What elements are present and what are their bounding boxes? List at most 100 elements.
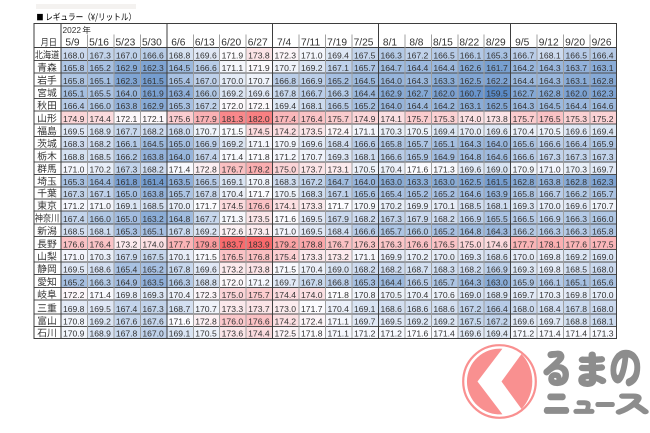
- svg-text:169.0: 169.0: [486, 164, 508, 174]
- svg-text:166.6: 166.6: [354, 227, 376, 237]
- svg-text:171.5: 171.5: [222, 127, 244, 137]
- svg-text:168.0: 168.0: [169, 127, 191, 137]
- svg-text:7/11: 7/11: [301, 38, 320, 49]
- svg-text:167.7: 167.7: [195, 214, 217, 224]
- svg-text:169.4: 169.4: [592, 127, 614, 137]
- svg-text:163.0: 163.0: [433, 177, 455, 187]
- svg-text:161.7: 161.7: [486, 63, 508, 73]
- svg-text:169.2: 169.2: [433, 317, 455, 327]
- svg-text:164.2: 164.2: [433, 101, 455, 111]
- svg-text:168.2: 168.2: [460, 265, 482, 275]
- svg-text:171.6: 171.6: [169, 317, 191, 327]
- svg-text:170.3: 170.3: [539, 290, 561, 300]
- svg-text:168.2: 168.2: [380, 265, 402, 275]
- svg-text:182.0: 182.0: [248, 114, 270, 124]
- svg-text:164.3: 164.3: [486, 227, 508, 237]
- svg-text:171.8: 171.8: [327, 290, 349, 300]
- svg-text:178.8: 178.8: [301, 240, 323, 250]
- svg-text:165.4: 165.4: [380, 189, 402, 199]
- svg-text:168.4: 168.4: [327, 227, 349, 237]
- svg-text:170.0: 170.0: [169, 201, 191, 211]
- svg-text:173.6: 173.6: [222, 329, 244, 339]
- svg-text:166.9: 166.9: [539, 214, 561, 224]
- svg-text:175.7: 175.7: [327, 114, 349, 124]
- svg-text:165.6: 165.6: [592, 278, 614, 288]
- svg-text:176.5: 176.5: [222, 252, 244, 262]
- svg-text:167.5: 167.5: [460, 317, 482, 327]
- svg-text:163.9: 163.9: [486, 189, 508, 199]
- svg-text:168.6: 168.6: [380, 304, 402, 314]
- svg-text:167.0: 167.0: [116, 51, 138, 61]
- svg-text:168.1: 168.1: [486, 201, 508, 211]
- svg-text:174.0: 174.0: [301, 290, 323, 300]
- svg-text:169.5: 169.5: [301, 227, 323, 237]
- svg-text:171.6: 171.6: [275, 214, 297, 224]
- svg-text:169.8: 169.8: [539, 252, 561, 262]
- svg-text:170.0: 170.0: [460, 127, 482, 137]
- svg-text:176.8: 176.8: [248, 252, 270, 262]
- svg-text:169.3: 169.3: [460, 252, 482, 262]
- svg-text:167.5: 167.5: [142, 252, 164, 262]
- svg-text:8/22: 8/22: [459, 38, 479, 49]
- svg-text:171.8: 171.8: [248, 152, 270, 162]
- svg-text:169.2: 169.2: [407, 317, 429, 327]
- svg-text:168.5: 168.5: [142, 201, 164, 211]
- svg-text:165.0: 165.0: [116, 214, 138, 224]
- svg-text:168.9: 168.9: [89, 329, 111, 339]
- svg-text:171.0: 171.0: [275, 227, 297, 237]
- svg-text:168.2: 168.2: [89, 139, 111, 149]
- svg-text:6/20: 6/20: [221, 38, 241, 49]
- svg-text:168.2: 168.2: [354, 214, 376, 224]
- svg-text:172.1: 172.1: [142, 114, 164, 124]
- svg-text:163.8: 163.8: [539, 177, 561, 187]
- svg-text:168.0: 168.0: [592, 304, 614, 314]
- svg-text:9/5: 9/5: [515, 38, 529, 49]
- svg-text:170.5: 170.5: [275, 189, 297, 199]
- svg-text:164.5: 164.5: [169, 63, 191, 73]
- svg-text:163.5: 163.5: [169, 177, 191, 187]
- svg-text:168.0: 168.0: [513, 304, 535, 314]
- svg-text:169.7: 169.7: [354, 317, 376, 327]
- svg-text:166.6: 166.6: [142, 51, 164, 61]
- svg-text:162.0: 162.0: [566, 89, 588, 99]
- svg-text:166.8: 166.8: [275, 76, 297, 86]
- svg-text:177.9: 177.9: [195, 114, 217, 124]
- svg-text:164.0: 164.0: [116, 89, 138, 99]
- svg-text:173.7: 173.7: [301, 164, 323, 174]
- svg-text:174.1: 174.1: [275, 201, 297, 211]
- svg-text:166.0: 166.0: [195, 89, 217, 99]
- svg-text:173.5: 173.5: [301, 127, 323, 137]
- svg-text:170.5: 170.5: [539, 127, 561, 137]
- svg-text:171.2: 171.2: [275, 152, 297, 162]
- svg-text:175.0: 175.0: [275, 164, 297, 174]
- svg-text:166.3: 166.3: [380, 51, 402, 61]
- svg-text:169.9: 169.9: [380, 252, 402, 262]
- svg-text:170.3: 170.3: [89, 252, 111, 262]
- svg-text:167.9: 167.9: [327, 214, 349, 224]
- svg-text:168.3: 168.3: [63, 139, 85, 149]
- svg-text:166.0: 166.0: [407, 227, 429, 237]
- svg-text:172.4: 172.4: [301, 317, 323, 327]
- svg-text:166.4: 166.4: [63, 101, 85, 111]
- svg-text:175.4: 175.4: [275, 252, 297, 262]
- svg-text:166.0: 166.0: [89, 101, 111, 111]
- svg-text:166.5: 166.5: [407, 278, 429, 288]
- svg-text:5/23: 5/23: [115, 38, 135, 49]
- svg-text:171.8: 171.8: [301, 329, 323, 339]
- svg-text:166.6: 166.6: [513, 152, 535, 162]
- svg-text:169.8: 169.8: [116, 290, 138, 300]
- svg-text:166.9: 166.9: [301, 76, 323, 86]
- svg-text:167.8: 167.8: [169, 227, 191, 237]
- svg-text:173.3: 173.3: [222, 304, 244, 314]
- svg-text:174.6: 174.6: [486, 240, 508, 250]
- svg-text:166.6: 166.6: [354, 139, 376, 149]
- svg-text:172.2: 172.2: [63, 290, 85, 300]
- svg-text:165.2: 165.2: [407, 189, 429, 199]
- svg-text:166.5: 166.5: [566, 51, 588, 61]
- svg-text:167.3: 167.3: [142, 304, 164, 314]
- svg-text:162.8: 162.8: [513, 177, 535, 187]
- svg-text:172.0: 172.0: [222, 278, 244, 288]
- svg-text:169.7: 169.7: [539, 317, 561, 327]
- svg-text:162.9: 162.9: [142, 101, 164, 111]
- svg-text:171.1: 171.1: [354, 252, 376, 262]
